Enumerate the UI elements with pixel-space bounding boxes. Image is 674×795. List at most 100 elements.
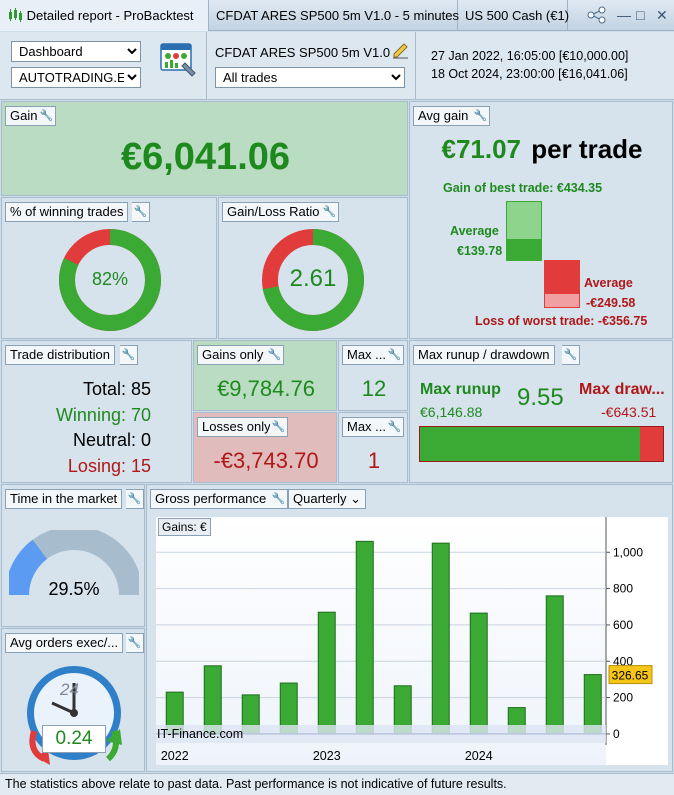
- period-label: Quarterly: [293, 491, 347, 506]
- runup-drawdown-panel: Max runup / drawdown 🔧 Max runup €6,146.…: [409, 340, 673, 483]
- tab-label: US 500 Cash (€1): [465, 8, 570, 23]
- period-dropdown[interactable]: Quarterly ⌄: [288, 489, 366, 509]
- view-select[interactable]: Dashboard: [11, 41, 141, 62]
- wrench-icon[interactable]: 🔧: [386, 345, 404, 365]
- bar[interactable]: [317, 611, 336, 735]
- panel-title: Time in the market: [5, 489, 123, 509]
- panel-title: Gain/Loss Ratio: [222, 202, 325, 222]
- winning-donut: [59, 229, 161, 331]
- average-gain-bar: [506, 239, 542, 261]
- avg-gain-suffix: per trade: [531, 134, 643, 164]
- chevron-down-icon: ⌄: [350, 491, 361, 506]
- wrench-icon[interactable]: 🔧: [126, 633, 144, 653]
- wrench-icon[interactable]: 🔧: [126, 489, 144, 509]
- system-name: CFDAT ARES SP500 5m V1.0: [215, 45, 391, 60]
- avg-orders-panel: Avg orders exec/... 🔧 24 0.24: [1, 628, 145, 772]
- last-value-badge: [608, 665, 653, 685]
- tab-system[interactable]: CFDAT ARES SP500 5m V1.0 - 5 minutes: [209, 0, 460, 31]
- bar[interactable]: [469, 612, 488, 735]
- winning-pct-panel: % of winning trades 🔧 82%: [1, 197, 217, 339]
- avg-pos-label: Average: [450, 224, 499, 238]
- tab-label: CFDAT ARES SP500 5m V1.0 - 5 minutes: [216, 8, 460, 23]
- runup-ratio: 9.55: [517, 384, 564, 411]
- wrench-icon[interactable]: 🔧: [386, 417, 404, 437]
- wrench-icon[interactable]: 🔧: [270, 489, 288, 509]
- wrench-icon[interactable]: 🔧: [266, 345, 284, 365]
- backtest-start: 27 Jan 2022, 16:05:00 [€10,000.00]: [431, 49, 629, 63]
- distribution-list: Total: 85 Winning: 70 Neutral: 0 Losing:…: [56, 377, 151, 479]
- maximize-icon[interactable]: □: [636, 7, 645, 23]
- wrench-icon[interactable]: 🔧: [472, 106, 490, 126]
- y-tick-label: 400: [613, 654, 633, 668]
- max-wins-value: 12: [361, 376, 387, 401]
- drawdown-value: -€643.51: [601, 404, 657, 420]
- average-loss-bar: [544, 260, 580, 294]
- bar[interactable]: [431, 542, 450, 735]
- chart-area: 0 200 400 600 800 1,000 2022 2023 2024 326.65 G…: [156, 517, 668, 765]
- wrench-icon[interactable]: 🔧: [120, 345, 138, 365]
- y-tick-label: 0: [613, 727, 620, 741]
- panel-title: Max ...: [342, 345, 392, 365]
- close-icon[interactable]: ✕: [656, 7, 668, 23]
- bar[interactable]: [203, 665, 222, 735]
- minimize-icon[interactable]: —: [617, 7, 631, 23]
- chart-watermark: IT-Finance.com: [157, 727, 244, 741]
- avg-orders-value: 0.24: [42, 725, 106, 753]
- avg-gain-line: €71.07 per trade: [410, 134, 674, 165]
- runup-value: €6,146.88: [420, 404, 483, 420]
- worst-trade: Loss of worst trade: -€356.75: [475, 314, 648, 328]
- bar[interactable]: [545, 595, 564, 735]
- share-icon[interactable]: [586, 6, 608, 24]
- neutral-trades: Neutral: 0: [72, 430, 151, 450]
- wrench-icon[interactable]: 🔧: [270, 417, 288, 437]
- edit-icon[interactable]: [390, 39, 410, 59]
- ratio-value: 2.61: [289, 265, 337, 292]
- candlestick-icon: [9, 8, 22, 22]
- disclaimer: The statistics above relate to past data…: [0, 773, 674, 795]
- max-losses-value: 1: [367, 448, 381, 473]
- losing-trades: Losing: 15: [67, 455, 151, 476]
- y-tick-label: 600: [613, 618, 633, 632]
- panel-title: Avg gain: [413, 106, 474, 126]
- panel-title: Avg orders exec/...: [5, 633, 124, 653]
- avg-gain-value: €71.07: [441, 134, 522, 164]
- panel-title: Trade distribution: [5, 345, 115, 365]
- dashboard-settings-icon[interactable]: [160, 42, 196, 78]
- panel-title: Gains only: [197, 345, 269, 365]
- avg-neg-value: -€249.58: [586, 296, 636, 310]
- wrench-icon[interactable]: 🔧: [562, 345, 580, 365]
- trade-distribution-panel: Trade distribution 🔧 Total: 85 Winning: …: [1, 340, 192, 483]
- last-value-label: 326.65: [612, 669, 649, 683]
- losses-only-panel: Losses only 🔧 -€3,743.70: [193, 412, 337, 483]
- y-tick-label: 800: [613, 582, 633, 596]
- time-in-market-panel: Time in the market 🔧 29.5%: [1, 484, 145, 627]
- runup-label: Max runup: [420, 381, 501, 398]
- winning-trades: Winning: 70: [55, 404, 151, 425]
- wrench-icon[interactable]: 🔧: [38, 106, 56, 126]
- trades-filter-select[interactable]: All trades: [215, 67, 405, 88]
- best-trade: Gain of best trade: €434.35: [443, 181, 603, 195]
- chart-legend: Gains: €: [158, 518, 211, 536]
- winning-pct-value: 82%: [91, 269, 129, 289]
- avg-neg-label: Average: [584, 276, 633, 290]
- account-select[interactable]: AUTOTRADING.EE: [11, 67, 141, 88]
- tab-instrument[interactable]: US 500 Cash (€1): [458, 0, 570, 31]
- gain-loss-ratio-panel: Gain/Loss Ratio 🔧 2.61: [218, 197, 408, 339]
- gain-value: €6,041.06: [120, 136, 291, 178]
- ratio-donut: [262, 229, 364, 331]
- gains-only-panel: Gains only 🔧 €9,784.76: [193, 340, 337, 411]
- gains-only-value: €9,784.76: [217, 376, 315, 401]
- avg-pos-value: €139.78: [457, 244, 503, 258]
- runup-bar-fill: [420, 427, 640, 461]
- tab-detailed-report[interactable]: Detailed report - ProBacktest: [0, 0, 209, 31]
- clock-number: 24: [60, 680, 79, 699]
- wrench-icon[interactable]: 🔧: [132, 202, 150, 222]
- bar[interactable]: [355, 540, 374, 735]
- panel-title: Max ...: [342, 417, 392, 437]
- y-tick-label: 1,000: [613, 545, 643, 559]
- wrench-icon[interactable]: 🔧: [321, 202, 339, 222]
- losses-only-value: -€3,743.70: [213, 448, 319, 473]
- max-losses-panel: Max ... 🔧 1: [338, 412, 408, 483]
- time-in-market-value: 29.5%: [48, 579, 100, 599]
- max-wins-panel: Max ... 🔧 12: [338, 340, 408, 411]
